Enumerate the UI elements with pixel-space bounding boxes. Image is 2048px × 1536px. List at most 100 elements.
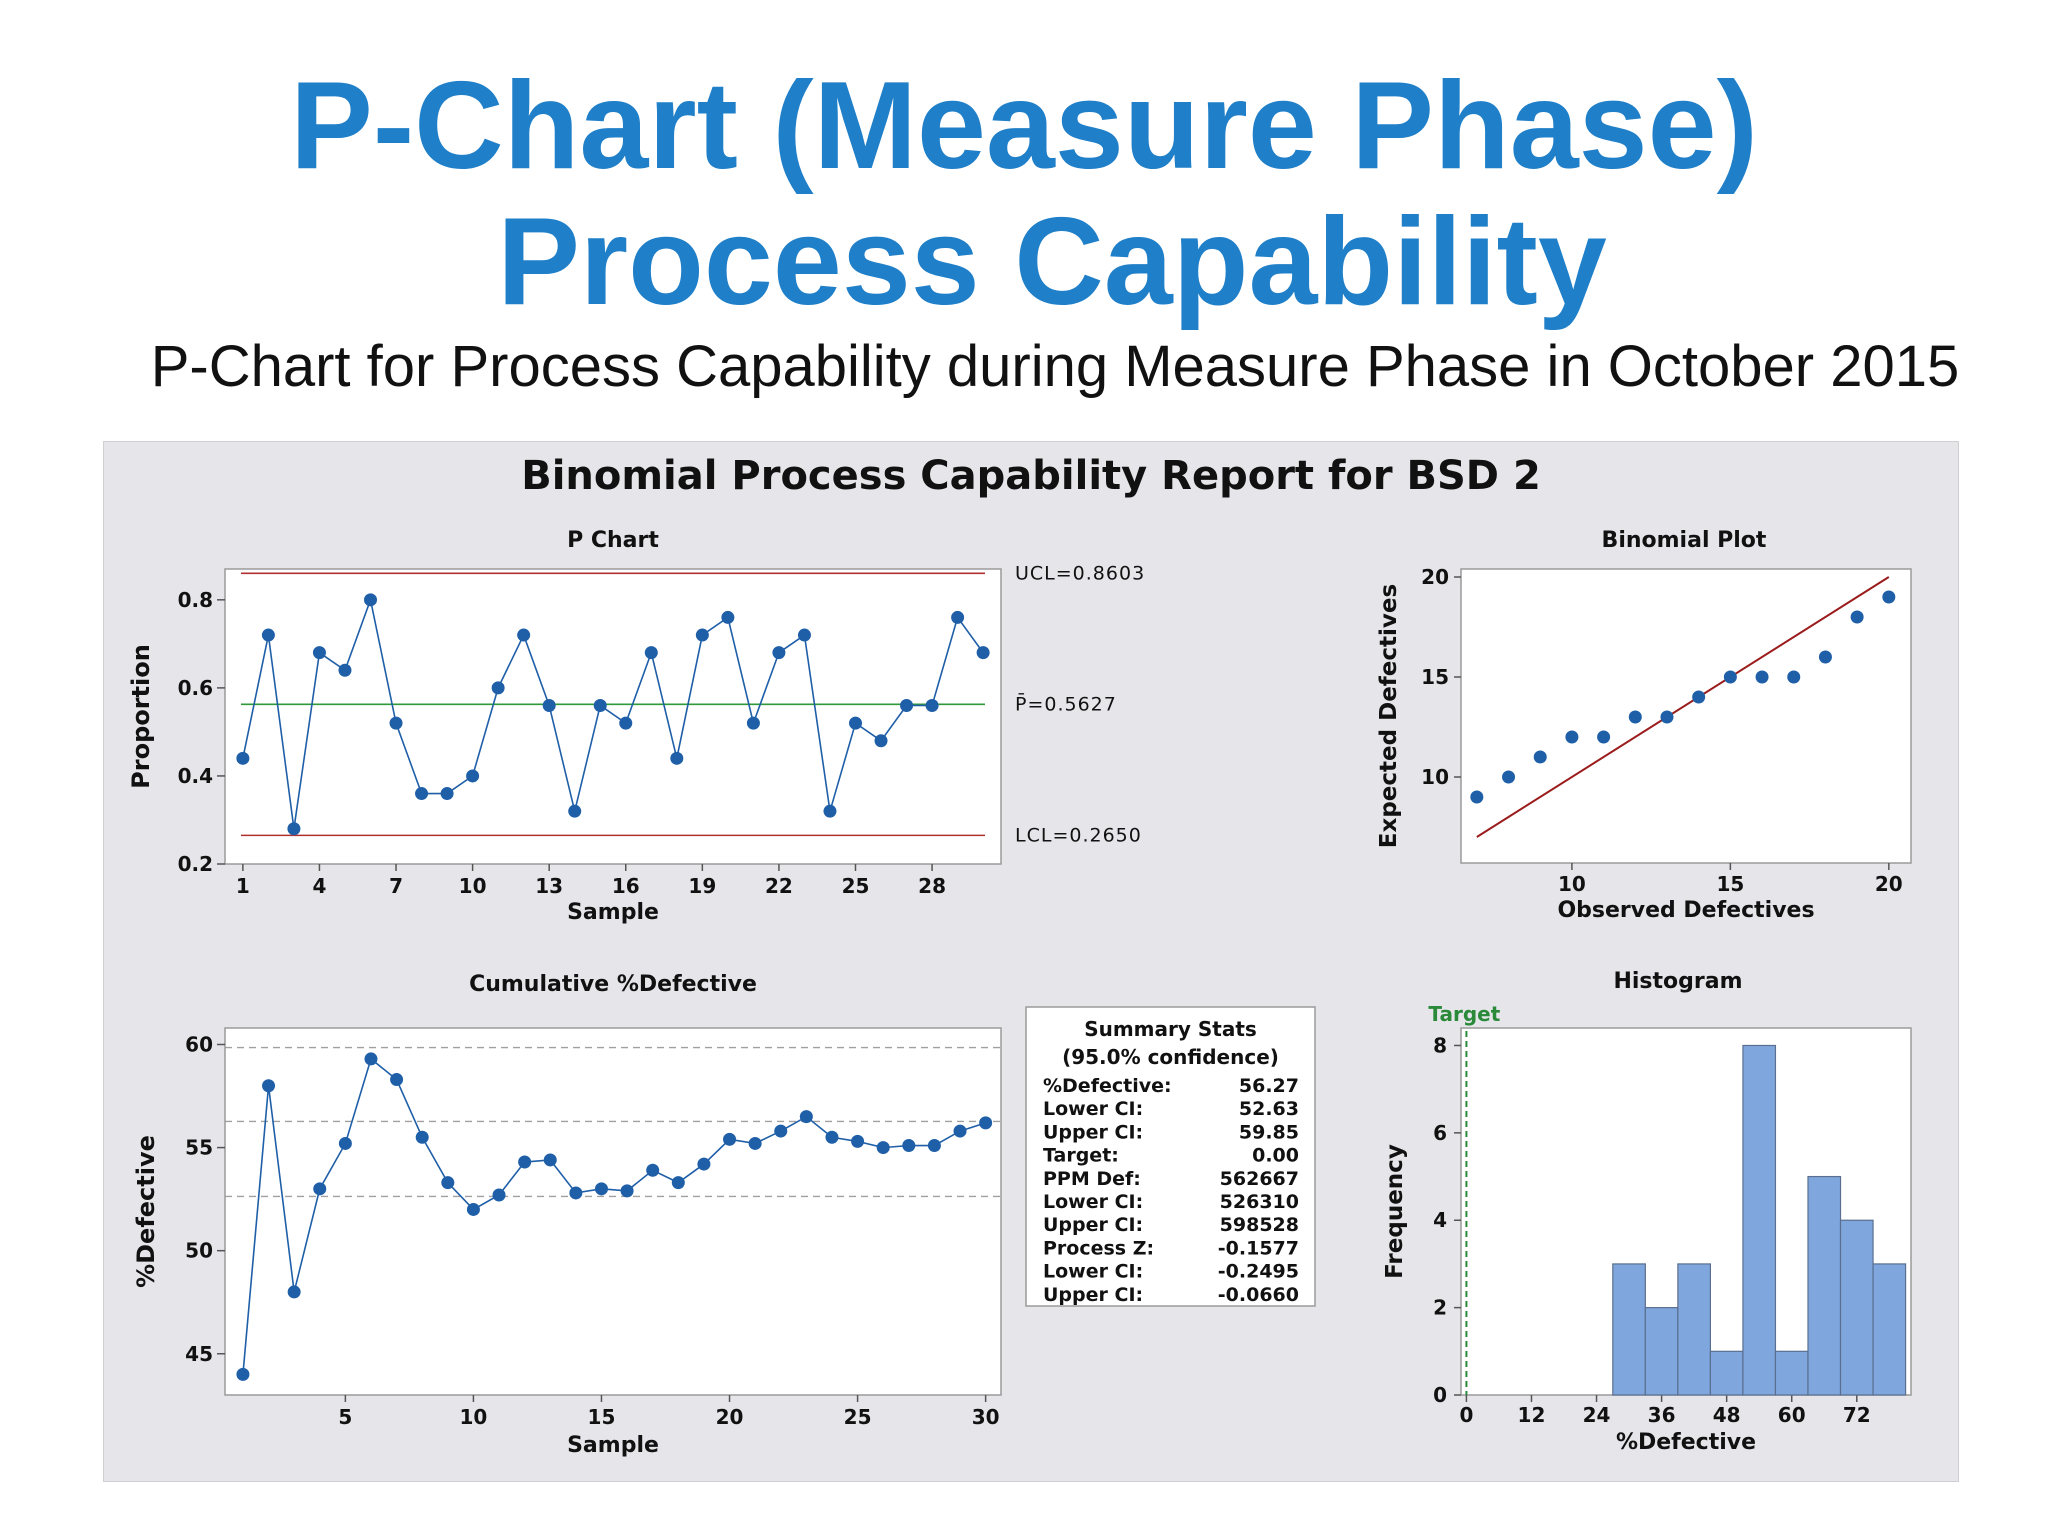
histogram-bar bbox=[1709, 1350, 1744, 1396]
p-chart-point bbox=[568, 804, 582, 818]
histogram-bar bbox=[1807, 1175, 1842, 1396]
cumulative-point bbox=[979, 1116, 993, 1130]
p-chart-point bbox=[261, 628, 275, 642]
p-chart-point bbox=[466, 769, 480, 783]
summary-stats-frame bbox=[1025, 1006, 1316, 1307]
histogram-y-tick-label: 2 bbox=[1433, 1296, 1447, 1320]
summary-stat-value: 52.63 bbox=[1239, 1098, 1299, 1120]
summary-stat-label: PPM Def: bbox=[1043, 1168, 1141, 1190]
histogram-x-tick-label: 36 bbox=[1648, 1403, 1676, 1427]
cumulative-y-axis-label: %Defective bbox=[132, 1135, 160, 1288]
cumulative-x-axis-label: Sample bbox=[567, 1433, 659, 1458]
binomial-y-tick-label: 20 bbox=[1421, 565, 1449, 589]
p-chart-point bbox=[849, 716, 862, 730]
p-chart-point bbox=[236, 751, 250, 765]
cumulative-point bbox=[364, 1052, 378, 1066]
cumulative-point bbox=[748, 1136, 762, 1150]
summary-stat-value: 0.00 bbox=[1252, 1145, 1299, 1167]
p-chart-x-tick-label: 28 bbox=[918, 874, 946, 898]
binomial-point bbox=[1565, 730, 1579, 744]
summary-stat-label: Lower CI: bbox=[1043, 1098, 1143, 1120]
binomial-point bbox=[1818, 650, 1832, 664]
histogram-bar bbox=[1839, 1219, 1874, 1396]
cumulative-point bbox=[313, 1182, 327, 1196]
summary-stat-value: -0.1577 bbox=[1218, 1237, 1299, 1259]
p-chart-point bbox=[491, 681, 505, 695]
cumulative-y-tick-label: 45 bbox=[185, 1342, 213, 1366]
binomial-point bbox=[1470, 790, 1484, 804]
p-chart-title: P Chart bbox=[567, 528, 659, 553]
cumulative-point bbox=[236, 1367, 250, 1381]
report-graphics: Binomial Process Capability Report for B… bbox=[127, 453, 1912, 1458]
summary-stat-label: Lower CI: bbox=[1043, 1191, 1143, 1213]
p-chart-point bbox=[951, 610, 965, 624]
p-chart-point bbox=[874, 734, 888, 748]
summary-stats-box: Summary Stats (95.0% confidence) %Defectiv… bbox=[1025, 1006, 1316, 1307]
cumulative-point bbox=[825, 1130, 839, 1144]
binomial-x-tick-label: 20 bbox=[1875, 872, 1903, 896]
p-chart-point bbox=[593, 698, 607, 712]
p-chart-point bbox=[440, 787, 454, 801]
cumulative-point bbox=[466, 1202, 480, 1216]
p-chart-point bbox=[287, 822, 301, 836]
cumulative-point bbox=[902, 1139, 916, 1153]
summary-stat-value: 526310 bbox=[1220, 1191, 1299, 1213]
binomial-plot-title: Binomial Plot bbox=[1602, 528, 1767, 553]
histogram-target-label: Target bbox=[1428, 1002, 1500, 1026]
binomial-reference-line bbox=[1476, 576, 1890, 838]
summary-stat-label: %Defective: bbox=[1043, 1075, 1172, 1097]
binomial-y-tick-label: 15 bbox=[1421, 665, 1449, 689]
cumulative-x-tick-label: 5 bbox=[338, 1405, 352, 1429]
cumulative-point bbox=[876, 1141, 890, 1155]
summary-stat-value: -0.0660 bbox=[1218, 1284, 1299, 1306]
binomial-x-axis-label: Observed Defectives bbox=[1557, 898, 1814, 923]
p-chart-x-tick-label: 1 bbox=[236, 874, 250, 898]
histogram-x-tick-label: 60 bbox=[1778, 1403, 1806, 1427]
cumulative-point bbox=[927, 1139, 941, 1153]
binomial-y-axis-label: Expected Defectives bbox=[1376, 584, 1402, 848]
binomial-point bbox=[1660, 710, 1674, 724]
summary-stat-label: Target: bbox=[1043, 1145, 1119, 1167]
report-title: Binomial Process Capability Report for B… bbox=[521, 453, 1541, 499]
p-chart-point bbox=[644, 646, 658, 660]
cumulative-x-tick-label: 10 bbox=[460, 1405, 488, 1429]
cumulative-point bbox=[620, 1184, 634, 1198]
binomial-plot-area bbox=[1460, 568, 1912, 864]
p-chart-point bbox=[772, 646, 786, 660]
histogram-y-tick-label: 0 bbox=[1433, 1383, 1447, 1407]
binomial-point bbox=[1755, 670, 1769, 684]
p-chart-control-label: UCL=0.8603 bbox=[1015, 562, 1145, 584]
p-chart-x-tick-label: 25 bbox=[842, 874, 870, 898]
p-chart-point bbox=[517, 628, 531, 642]
p-chart-y-tick-label: 0.6 bbox=[178, 676, 213, 700]
histogram-x-tick-label: 12 bbox=[1518, 1403, 1546, 1427]
cumulative-point bbox=[287, 1285, 301, 1299]
cumulative-point bbox=[723, 1132, 737, 1146]
p-chart-x-tick-label: 22 bbox=[765, 874, 793, 898]
summary-stat-value: 56.27 bbox=[1239, 1075, 1299, 1097]
p-chart-y-axis-label: Proportion bbox=[127, 644, 155, 789]
p-chart-x-tick-label: 7 bbox=[389, 874, 403, 898]
summary-stat-label: Upper CI: bbox=[1043, 1284, 1143, 1306]
p-chart-control-label: P̄=0.5627 bbox=[1015, 691, 1117, 715]
cumulative-point bbox=[594, 1182, 608, 1196]
histogram-bar bbox=[1612, 1263, 1646, 1396]
cumulative-point bbox=[646, 1163, 660, 1177]
p-chart-point bbox=[364, 593, 377, 607]
histogram-bar bbox=[1742, 1044, 1777, 1396]
p-chart-point bbox=[900, 698, 914, 712]
histogram-title: Histogram bbox=[1613, 969, 1742, 994]
p-chart-x-tick-label: 16 bbox=[612, 874, 640, 898]
histogram-x-tick-label: 24 bbox=[1583, 1403, 1611, 1427]
summary-stat-value: -0.2495 bbox=[1218, 1261, 1299, 1283]
histogram-bar bbox=[1774, 1350, 1809, 1396]
histogram-x-tick-label: 72 bbox=[1843, 1403, 1871, 1427]
p-chart-y-tick-label: 0.4 bbox=[178, 764, 213, 788]
histogram-bar bbox=[1872, 1263, 1907, 1396]
binomial-y-tick-label: 10 bbox=[1421, 765, 1449, 789]
p-chart-point bbox=[721, 610, 735, 624]
p-chart-point bbox=[695, 628, 709, 642]
p-chart-point bbox=[338, 663, 352, 677]
summary-stat-value: 562667 bbox=[1220, 1168, 1299, 1190]
p-chart-point bbox=[670, 751, 684, 765]
